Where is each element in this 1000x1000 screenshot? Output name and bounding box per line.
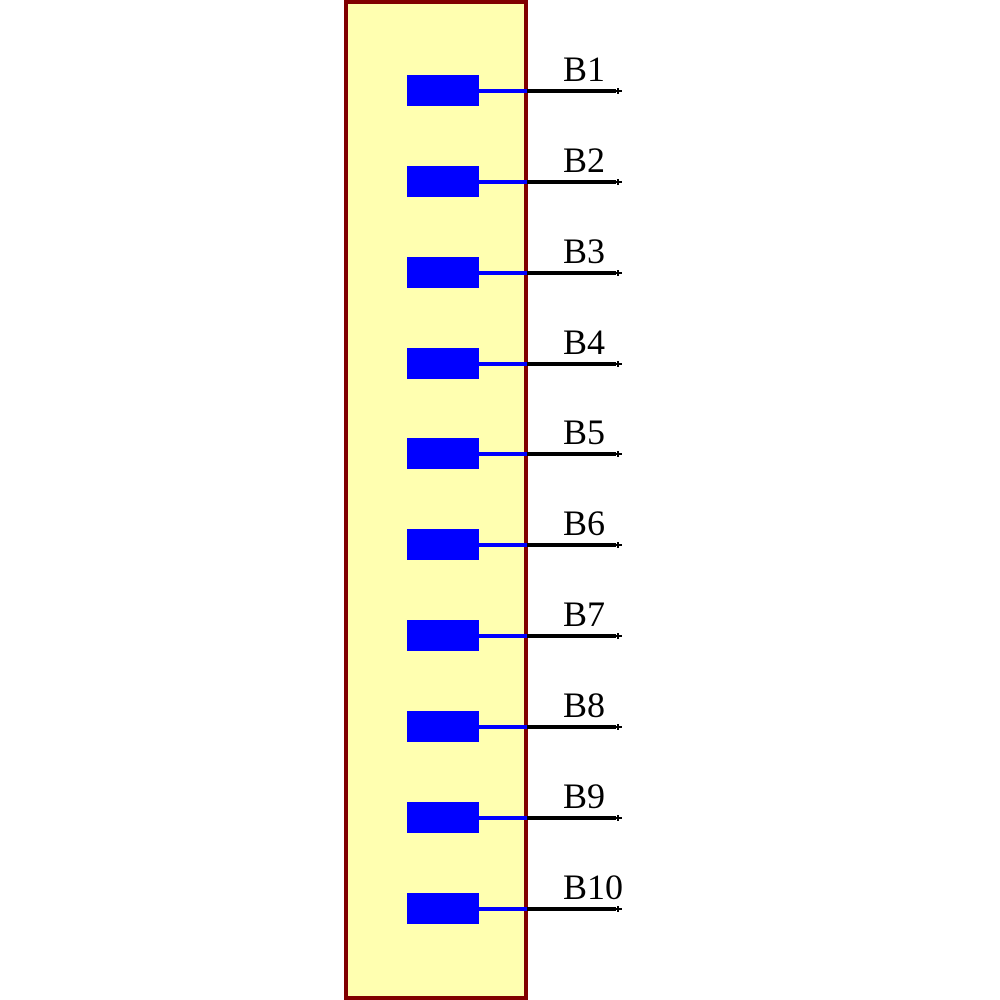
pin-pad[interactable] <box>407 75 479 106</box>
pin-label: B6 <box>563 503 606 544</box>
pin-wire[interactable] <box>527 815 616 820</box>
pin-label: B3 <box>563 230 606 271</box>
pin-inner-wire[interactable] <box>479 543 527 548</box>
pin-label: B10 <box>563 866 624 907</box>
pin-label: B8 <box>563 684 606 725</box>
pin-pad[interactable] <box>407 165 479 197</box>
pin-label: B5 <box>563 412 606 453</box>
pin-end-marker[interactable] <box>614 542 622 549</box>
pin-inner-wire[interactable] <box>479 906 527 911</box>
pin-inner-wire[interactable] <box>479 452 527 457</box>
pin-pad[interactable] <box>407 620 479 652</box>
pin-pad[interactable] <box>407 438 479 470</box>
pin-pad[interactable] <box>407 892 479 924</box>
pin-inner-wire[interactable] <box>479 724 527 729</box>
pin-label: B9 <box>563 775 606 816</box>
pin-wire[interactable] <box>527 361 616 366</box>
pin-pad[interactable] <box>407 801 479 833</box>
pin-end-marker[interactable] <box>614 360 622 367</box>
pin-inner-wire[interactable] <box>479 270 527 275</box>
pin-wire[interactable] <box>527 452 616 457</box>
pin-wire[interactable] <box>527 724 616 729</box>
pin-inner-wire[interactable] <box>479 634 527 639</box>
pin-end-marker[interactable] <box>614 88 622 94</box>
pin-end-marker[interactable] <box>614 178 622 185</box>
pin-inner-wire[interactable] <box>479 179 527 184</box>
pin-end-marker[interactable] <box>614 723 622 730</box>
pin-inner-wire[interactable] <box>479 815 527 820</box>
pin-wire[interactable] <box>527 270 616 275</box>
pin-end-marker[interactable] <box>614 451 622 458</box>
pin-pad[interactable] <box>407 529 479 561</box>
pin-pad[interactable] <box>407 347 479 379</box>
pin-label: B7 <box>563 594 606 635</box>
pin-inner-wire[interactable] <box>479 89 527 93</box>
pin-label: B1 <box>563 49 606 89</box>
pin-wire[interactable] <box>527 179 616 184</box>
pin-end-marker[interactable] <box>614 633 622 640</box>
pin-label: B2 <box>563 139 606 180</box>
pin-pad[interactable] <box>407 710 479 742</box>
pin-wire[interactable] <box>527 906 616 911</box>
pin-wire[interactable] <box>527 89 616 93</box>
pin-pad[interactable] <box>407 256 479 288</box>
pin-end-marker[interactable] <box>614 905 622 912</box>
pin-wire[interactable] <box>527 634 616 639</box>
pin-end-marker[interactable] <box>614 814 622 821</box>
pin-inner-wire[interactable] <box>479 361 527 366</box>
pin-label: B4 <box>563 321 606 362</box>
pin-wire[interactable] <box>527 543 616 548</box>
pin-end-marker[interactable] <box>614 269 622 276</box>
component-body[interactable] <box>344 0 528 1000</box>
